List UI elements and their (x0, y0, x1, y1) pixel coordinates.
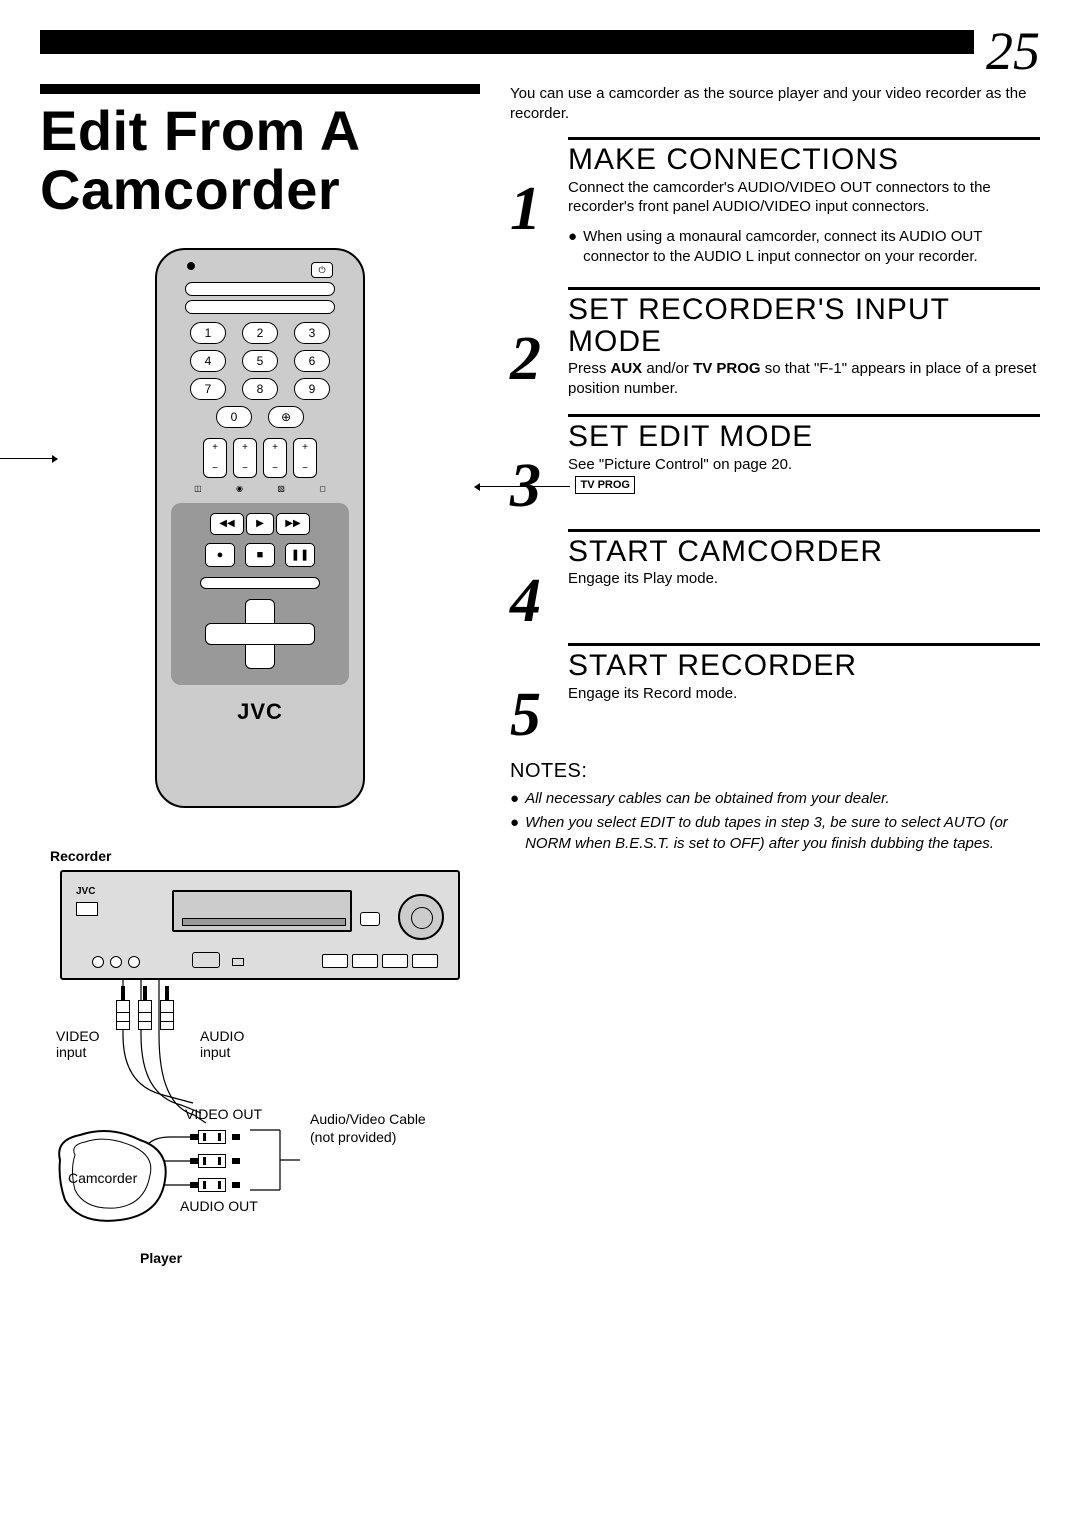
notes-heading: NOTES: (510, 760, 1040, 783)
step-5-text: Engage its Record mode. (568, 684, 1040, 704)
step-5-title: START RECORDER (568, 650, 1040, 682)
notes-list: ●All necessary cables can be obtained fr… (510, 789, 1040, 854)
step-1: 1 MAKE CONNECTIONS Connect the camcorder… (510, 137, 1040, 271)
num-6: 6 (294, 350, 330, 372)
remote-diagram: AUX TV PROG ⏻ 1 2 3 4 5 6 7 (40, 248, 480, 808)
num-5: 5 (242, 350, 278, 372)
connection-diagram: Recorder JVC (40, 848, 480, 1300)
step-3-title: SET EDIT MODE (568, 421, 1040, 453)
step-5-number: 5 (510, 643, 556, 742)
note-2: ●When you select EDIT to dub tapes in st… (510, 813, 1040, 854)
aux-callout-line (0, 458, 57, 459)
cable-label: Audio/Video Cable (not provided) (310, 1110, 426, 1146)
step-4: 4 START CAMCORDER Engage its Play mode. (510, 529, 1040, 628)
video-out-label: VIDEO OUT (185, 1106, 262, 1122)
step-2: 2 SET RECORDER'S INPUT MODE Press AUX an… (510, 287, 1040, 398)
vcr-transport (322, 954, 438, 968)
main-title: Edit From A Camcorder (40, 102, 480, 220)
plus-minus-row: +− +− +− +− (167, 438, 353, 478)
step-1-bullet: ●When using a monaural camcorder, connec… (568, 227, 1040, 268)
vcr-misc (232, 958, 244, 966)
recorder-label: Recorder (50, 848, 480, 864)
jack-audio-l (110, 956, 122, 968)
pm-2: +− (233, 438, 257, 478)
left-column: Edit From A Camcorder AUX TV PROG ⏻ 1 2 … (40, 84, 480, 1300)
vcr-brand: JVC (76, 886, 95, 897)
right-column: You can use a camcorder as the source pl… (510, 84, 1040, 1300)
step-1-number: 1 (510, 137, 556, 271)
pm-1: +− (203, 438, 227, 478)
num-9: 9 (294, 378, 330, 400)
page-number: 25 (974, 20, 1040, 82)
step-1-text: Connect the camcorder's AUDIO/VIDEO OUT … (568, 178, 1040, 217)
vcr-power-icon (76, 902, 98, 916)
tiny-icons: ◫◉▧◻ (167, 484, 353, 493)
remote-wide-button-1 (185, 282, 335, 296)
num-2: 2 (242, 322, 278, 344)
title-rule (40, 84, 480, 94)
pm-3: +− (263, 438, 287, 478)
plugs (116, 986, 174, 1036)
audio-input-label: AUDIO input (200, 1028, 244, 1062)
step-2-text: Press AUX and/or TV PROG so that "F-1" a… (568, 359, 1040, 398)
step-2-number: 2 (510, 287, 556, 398)
audio-out-label: AUDIO OUT (180, 1198, 258, 1214)
step-4-number: 4 (510, 529, 556, 628)
stop-icon: ■ (245, 543, 275, 567)
tvprog-callout-line (475, 486, 570, 487)
cassette-slot (172, 890, 352, 932)
video-input-label: VIDEO input (56, 1028, 100, 1062)
power-button-icon: ⏻ (311, 262, 333, 278)
vcr-display (192, 952, 220, 968)
jack-audio-r (128, 956, 140, 968)
play-icon: ▶ (246, 513, 274, 535)
num-7: 7 (190, 378, 226, 400)
num-1: 1 (190, 322, 226, 344)
rewind-icon: ◀◀ (210, 513, 244, 535)
camcorder-label: Camcorder (68, 1170, 137, 1186)
num-3: 3 (294, 322, 330, 344)
step-3: 3 SET EDIT MODE See "Picture Control" on… (510, 414, 1040, 513)
step-1-title: MAKE CONNECTIONS (568, 144, 1040, 176)
header-rule: 25 (40, 30, 1040, 54)
remote-wide-button-2 (185, 300, 335, 314)
remote-brand-logo: JVC (167, 699, 353, 725)
step-5: 5 START RECORDER Engage its Record mode. (510, 643, 1040, 742)
step-3-text: See "Picture Control" on page 20. (568, 455, 1040, 475)
dpad (205, 599, 315, 669)
remote-led (187, 262, 195, 270)
transport-panel: ◀◀ ▶ ▶▶ ● ■ ❚❚ (171, 503, 349, 685)
pm-4: +− (293, 438, 317, 478)
ffwd-icon: ▶▶ (276, 513, 310, 535)
eject-button-icon (360, 912, 380, 926)
num-8: 8 (242, 378, 278, 400)
tvprog-callout-label: TV PROG (575, 476, 635, 494)
rca-plugs (190, 1130, 240, 1192)
number-pad: 1 2 3 4 5 6 7 8 9 (167, 322, 353, 400)
step-2-title: SET RECORDER'S INPUT MODE (568, 294, 1040, 357)
jog-dial (398, 894, 444, 940)
num-4: 4 (190, 350, 226, 372)
jack-video (92, 956, 104, 968)
step-4-title: START CAMCORDER (568, 536, 1040, 568)
pause-icon: ❚❚ (285, 543, 315, 567)
record-icon: ● (205, 543, 235, 567)
panel-wide-button (200, 577, 320, 589)
front-jacks (92, 956, 140, 968)
intro-text: You can use a camcorder as the source pl… (510, 84, 1040, 123)
player-label: Player (140, 1250, 182, 1266)
vcr-body: JVC (60, 870, 460, 980)
remote-body: ⏻ 1 2 3 4 5 6 7 8 9 0 ⊕ (155, 248, 365, 808)
note-1: ●All necessary cables can be obtained fr… (510, 789, 1040, 809)
step-4-text: Engage its Play mode. (568, 569, 1040, 589)
clock-button-icon: ⊕ (268, 406, 304, 428)
step-3-number: 3 (510, 414, 556, 513)
num-0: 0 (216, 406, 252, 428)
